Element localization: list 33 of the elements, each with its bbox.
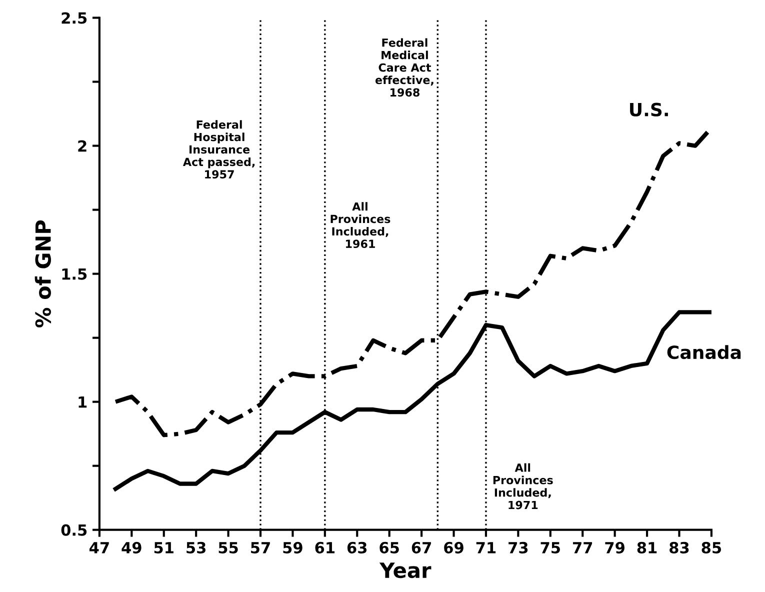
x-tick-label: 51 (154, 542, 174, 554)
x-tick-label: 79 (605, 542, 624, 554)
x-tick-label: 65 (380, 542, 399, 554)
x-tick-label: 75 (540, 542, 560, 554)
y-tick-label: 1 (78, 396, 87, 408)
x-tick-label: 77 (573, 542, 592, 554)
y-tick-label: 2 (78, 140, 86, 152)
ref-line-label: Federal Medical Care Act effective, 1968 (375, 38, 434, 97)
x-tick-label: 59 (283, 542, 302, 554)
x-tick-label: 57 (251, 542, 270, 554)
x-tick-label: 49 (122, 542, 142, 554)
x-tick-label: 69 (444, 542, 464, 554)
x-tick-label: 61 (315, 542, 335, 554)
x-tick-label: 73 (508, 542, 528, 554)
x-tick-label: 47 (90, 542, 109, 554)
x-tick-label: 55 (218, 542, 238, 554)
y-tick-label: 1.5 (62, 268, 87, 280)
y-axis-title: % of GNP (34, 220, 51, 328)
ref-line-label: All Provinces Included, 1971 (493, 463, 553, 510)
x-tick-label: 67 (412, 542, 431, 554)
series-label: U.S. (630, 102, 668, 116)
y-tick-label: 0.5 (61, 524, 87, 536)
x-tick-label: 81 (637, 542, 657, 554)
x-axis-title: Year (379, 562, 432, 578)
ref-line-label: Federal Hospital Insurance Act passed, 1957 (182, 120, 255, 179)
x-tick-label: 71 (476, 542, 496, 554)
series-label: Canada (667, 345, 741, 360)
x-tick-label: 83 (670, 542, 689, 554)
ref-line-label: All Provinces Included, 1961 (330, 202, 390, 248)
x-tick-label: 63 (347, 542, 367, 554)
x-tick-label: 85 (702, 542, 722, 554)
x-tick-label: 53 (186, 542, 206, 554)
y-tick-label: 2.5 (62, 12, 87, 24)
